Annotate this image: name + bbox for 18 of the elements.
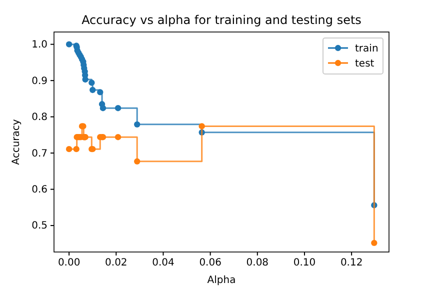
x-axis-title: Alpha — [207, 275, 236, 286]
x-tick-label: 0.12 — [340, 258, 363, 269]
y-tick-label: 0.9 — [32, 76, 48, 87]
y-tick-label: 0.8 — [32, 112, 48, 124]
x-tick-label: 0.08 — [246, 258, 269, 269]
x-tick-label: 0.04 — [152, 258, 174, 269]
y-tick-label: 0.7 — [32, 148, 48, 160]
y-tick-label: 1.0 — [32, 40, 48, 51]
y-tick-label: 0.6 — [32, 184, 48, 196]
y-tick-label: 0.5 — [32, 220, 48, 232]
x-tick-label: 0.06 — [199, 258, 222, 269]
legend-label: test — [355, 58, 374, 70]
x-tick-label: 0.00 — [58, 258, 80, 269]
legend-label: train — [355, 44, 378, 54]
x-tick-label: 0.02 — [105, 258, 128, 269]
y-axis-title: Accuracy — [11, 119, 22, 165]
x-tick-label: 0.10 — [293, 258, 316, 269]
chart-title: Accuracy vs alpha for training and testing sets — [82, 13, 362, 27]
